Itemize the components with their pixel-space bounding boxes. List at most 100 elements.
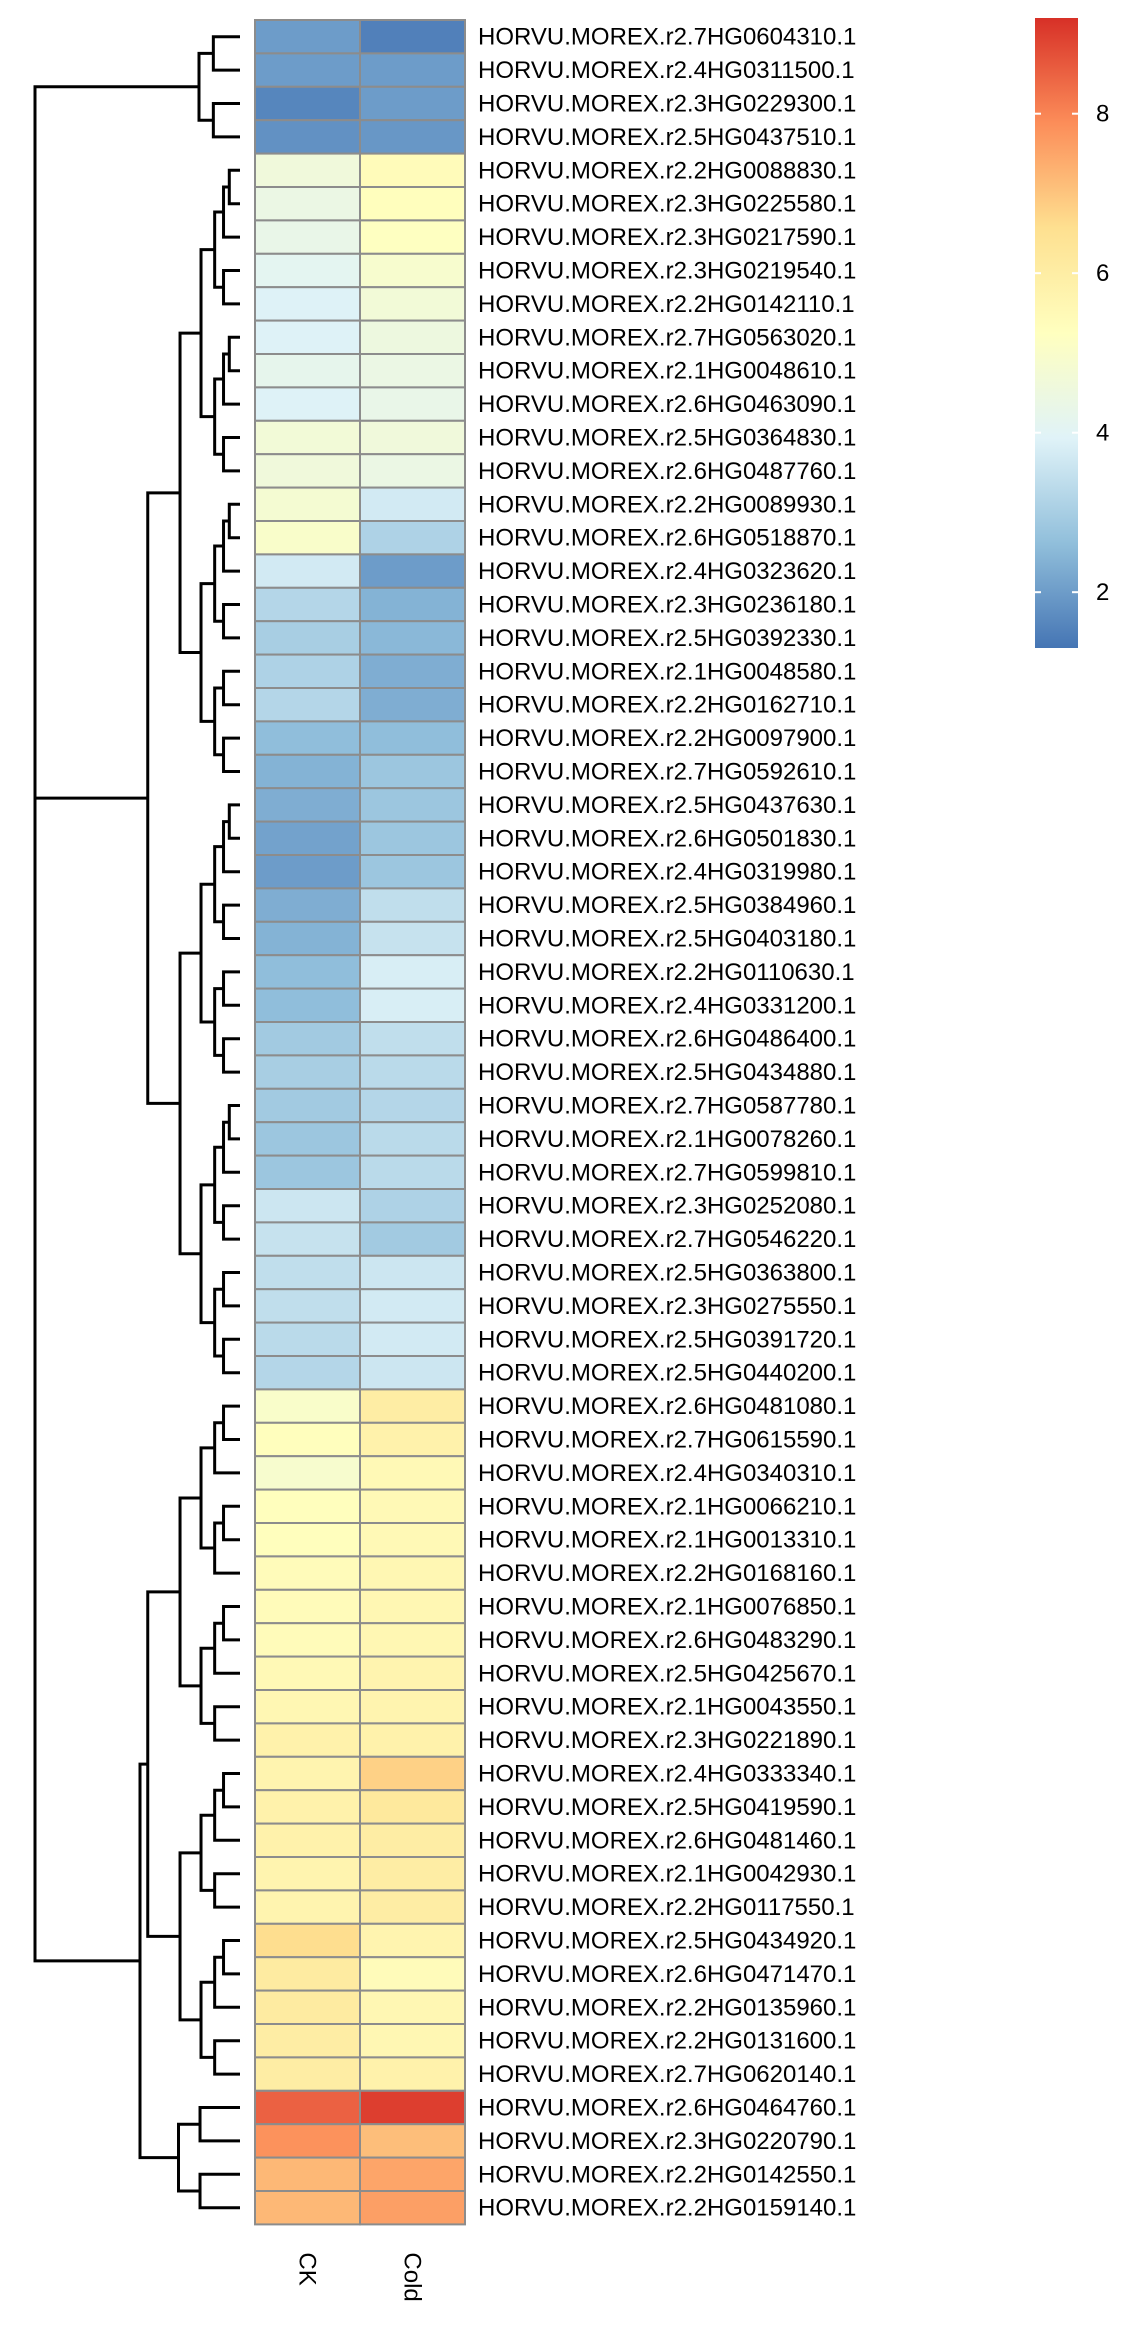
heatmap-cell bbox=[359, 1488, 466, 1524]
heatmap-cell bbox=[254, 1956, 361, 1992]
heatmap-cell bbox=[254, 1355, 361, 1391]
heatmap-cell bbox=[359, 1989, 466, 2025]
dendrogram-branch bbox=[213, 987, 224, 1057]
heatmap-cell bbox=[254, 1421, 361, 1458]
dendrogram-branch bbox=[222, 1404, 240, 1441]
column-labels: CK Cold bbox=[294, 2252, 426, 2301]
heatmap-cell bbox=[254, 887, 361, 923]
heatmap-cell bbox=[359, 1188, 466, 1224]
heatmap-cell bbox=[359, 920, 466, 957]
heatmap-cell bbox=[359, 2123, 466, 2159]
row-label: HORVU.MOREX.r2.1HG0048610.1 bbox=[478, 358, 856, 385]
row-label: HORVU.MOREX.r2.5HG0434880.1 bbox=[478, 1059, 856, 1086]
heatmap-cell bbox=[254, 1789, 361, 1825]
row-dendrogram bbox=[33, 35, 240, 2210]
heatmap-cell bbox=[359, 1321, 466, 1357]
dendrogram-branch bbox=[198, 2172, 240, 2210]
heatmap-cell bbox=[359, 1421, 466, 1458]
row-label: HORVU.MOREX.r2.5HG0425670.1 bbox=[478, 1660, 856, 1687]
dendrogram-branch bbox=[213, 1621, 240, 1675]
heatmap-cell bbox=[359, 419, 466, 456]
heatmap-cell bbox=[254, 1522, 361, 1558]
heatmap-cell bbox=[359, 620, 466, 656]
heatmap-cell bbox=[254, 820, 361, 856]
row-label: HORVU.MOREX.r2.7HG0546220.1 bbox=[478, 1226, 856, 1253]
heatmap-cell bbox=[254, 1054, 361, 1090]
dendrogram-branch bbox=[222, 1337, 240, 1375]
heatmap-cell bbox=[359, 219, 466, 255]
heatmap-cell bbox=[254, 453, 361, 489]
row-label: HORVU.MOREX.r2.5HG0419590.1 bbox=[478, 1794, 856, 1821]
heatmap-cell bbox=[359, 453, 466, 489]
dendrogram-branch bbox=[213, 1287, 224, 1358]
heatmap-cell bbox=[254, 1087, 361, 1124]
dendrogram-branch bbox=[138, 1762, 179, 2160]
heatmap-cell bbox=[254, 1254, 361, 1291]
row-label: HORVU.MOREX.r2.2HG0168160.1 bbox=[478, 1560, 856, 1587]
row-labels: HORVU.MOREX.r2.7HG0604310.1 HORVU.MOREX.r… bbox=[478, 24, 856, 2222]
heatmap-cell bbox=[254, 1455, 361, 1491]
legend-tick-label: 6 bbox=[1096, 260, 1109, 287]
dendrogram-branch bbox=[222, 1120, 240, 1174]
row-label: HORVU.MOREX.r2.4HG0340310.1 bbox=[478, 1460, 856, 1487]
dendrogram-branch bbox=[227, 335, 240, 373]
dendrogram-branch bbox=[222, 736, 240, 773]
legend-tick-label: 2 bbox=[1096, 579, 1109, 606]
row-label: HORVU.MOREX.r2.6HG0464760.1 bbox=[478, 2095, 856, 2122]
row-label: HORVU.MOREX.r2.3HG0221890.1 bbox=[478, 1727, 856, 1754]
dendrogram-branch bbox=[222, 1939, 240, 1976]
heatmap-cell bbox=[254, 753, 361, 790]
heatmap-cell bbox=[359, 2056, 466, 2092]
heatmap-cell bbox=[254, 119, 361, 155]
heatmap-cell bbox=[254, 2190, 361, 2226]
heatmap-cell bbox=[254, 1488, 361, 1524]
row-label: HORVU.MOREX.r2.3HG0252080.1 bbox=[478, 1193, 856, 1220]
heatmap-cell bbox=[359, 1355, 466, 1391]
row-label: HORVU.MOREX.r2.5HG0437510.1 bbox=[478, 124, 856, 151]
heatmap-cell bbox=[359, 85, 466, 122]
dendrogram-branch bbox=[213, 845, 224, 924]
dendrogram-branch bbox=[222, 1271, 240, 1308]
heatmap-cell bbox=[254, 219, 361, 255]
heatmap-cell bbox=[254, 319, 361, 356]
heatmap-cell bbox=[359, 954, 466, 990]
dendrogram-branch bbox=[213, 544, 224, 623]
row-label: HORVU.MOREX.r2.1HG0013310.1 bbox=[478, 1527, 856, 1554]
dendrogram-branch bbox=[227, 168, 240, 206]
dendrogram-branch bbox=[222, 1605, 240, 1642]
heatmap-cell bbox=[359, 1522, 466, 1558]
heatmap-cell bbox=[359, 687, 466, 723]
row-label: HORVU.MOREX.r2.5HG0384960.1 bbox=[478, 892, 856, 919]
row-label: HORVU.MOREX.r2.6HG0501830.1 bbox=[478, 825, 856, 852]
heatmap-cell bbox=[254, 1188, 361, 1224]
heatmap-cell bbox=[359, 319, 466, 356]
dendrogram-branch bbox=[213, 1705, 240, 1742]
legend-tick-label: 4 bbox=[1096, 420, 1109, 447]
dendrogram-branch bbox=[213, 1872, 240, 1909]
heatmap-cell bbox=[254, 720, 361, 756]
heatmap-cell bbox=[359, 1622, 466, 1658]
row-label: HORVU.MOREX.r2.6HG0471470.1 bbox=[478, 1961, 856, 1988]
row-label: HORVU.MOREX.r2.6HG0518870.1 bbox=[478, 525, 856, 552]
heatmap-cell bbox=[254, 987, 361, 1023]
column-label: Cold bbox=[399, 2252, 426, 2301]
dendrogram-branch bbox=[199, 1446, 215, 1550]
heatmap-cell bbox=[359, 1588, 466, 1625]
row-label: HORVU.MOREX.r2.4HG0331200.1 bbox=[478, 992, 856, 1019]
heatmap-cell bbox=[359, 1755, 466, 1792]
row-label: HORVU.MOREX.r2.7HG0599810.1 bbox=[478, 1159, 856, 1186]
heatmap-cell bbox=[254, 1288, 361, 1324]
heatmap-cell bbox=[254, 52, 361, 88]
heatmap-cell bbox=[254, 1221, 361, 1257]
heatmap-cell bbox=[254, 1555, 361, 1591]
dendrogram-branch bbox=[222, 970, 240, 1007]
row-label: HORVU.MOREX.r2.2HG0110630.1 bbox=[478, 959, 855, 986]
heatmap-cell bbox=[359, 353, 466, 389]
row-label: HORVU.MOREX.r2.6HG0487760.1 bbox=[478, 458, 856, 485]
heatmap-cell bbox=[359, 1455, 466, 1491]
dendrogram-branch bbox=[227, 803, 240, 840]
heatmap-cell bbox=[254, 252, 361, 289]
heatmap-cell bbox=[359, 152, 466, 189]
heatmap-cell bbox=[254, 2123, 361, 2159]
